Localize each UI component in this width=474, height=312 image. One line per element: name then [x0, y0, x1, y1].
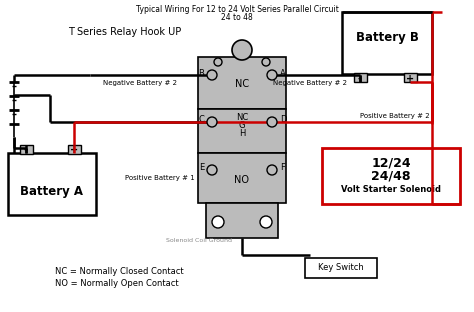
Circle shape: [207, 117, 217, 127]
Text: NC: NC: [236, 114, 248, 123]
Text: Negative Battery # 2: Negative Battery # 2: [273, 80, 347, 86]
Circle shape: [214, 58, 222, 66]
Circle shape: [207, 70, 217, 80]
Bar: [305, 258, 377, 278]
Text: NO = Normally Open Contact: NO = Normally Open Contact: [55, 279, 179, 287]
Bar: [206, 203, 278, 238]
Text: Negative Battery # 2: Negative Battery # 2: [103, 80, 177, 86]
Circle shape: [267, 117, 277, 127]
Bar: [198, 153, 286, 203]
Text: T Series Relay Hook UP: T Series Relay Hook UP: [68, 27, 181, 37]
Circle shape: [267, 165, 277, 175]
Circle shape: [207, 165, 217, 175]
Text: NC: NC: [235, 79, 249, 89]
Text: Typical Wiring For 12 to 24 Volt Series Parallel Circuit: Typical Wiring For 12 to 24 Volt Series …: [136, 4, 338, 13]
Circle shape: [267, 70, 277, 80]
Text: Positive Battery # 2: Positive Battery # 2: [360, 113, 429, 119]
Bar: [8, 153, 96, 215]
Circle shape: [260, 216, 272, 228]
Text: Positive Battery # 1: Positive Battery # 1: [125, 175, 195, 181]
Text: 24/48: 24/48: [371, 169, 411, 183]
Bar: [322, 148, 460, 204]
Text: A: A: [280, 69, 286, 77]
Text: C: C: [198, 115, 204, 124]
Circle shape: [232, 40, 252, 60]
Bar: [354, 73, 367, 82]
Text: F: F: [280, 163, 285, 173]
Text: B: B: [198, 69, 204, 77]
Text: +: +: [406, 74, 414, 84]
Text: E: E: [199, 163, 204, 173]
Text: H: H: [239, 129, 245, 139]
Text: D: D: [280, 115, 286, 124]
Bar: [342, 12, 432, 74]
Text: 12/24: 12/24: [371, 157, 411, 169]
Bar: [198, 57, 286, 109]
Bar: [20, 145, 33, 154]
Text: 24 to 48: 24 to 48: [221, 12, 253, 22]
Text: Key Switch: Key Switch: [318, 264, 364, 272]
Bar: [198, 109, 286, 153]
Text: Battery B: Battery B: [356, 32, 419, 45]
Text: NC = Normally Closed Contact: NC = Normally Closed Contact: [55, 267, 183, 276]
Text: Solenoid Coil Ground: Solenoid Coil Ground: [166, 237, 232, 242]
Text: Battery A: Battery A: [20, 186, 83, 198]
Text: -: -: [24, 145, 28, 155]
Text: +: +: [70, 145, 78, 155]
Bar: [68, 145, 81, 154]
Circle shape: [212, 216, 224, 228]
Text: NO: NO: [235, 175, 249, 185]
Text: G: G: [239, 121, 245, 130]
Text: -: -: [358, 74, 362, 84]
Text: Volt Starter Solenoid: Volt Starter Solenoid: [341, 186, 441, 194]
Circle shape: [262, 58, 270, 66]
Bar: [404, 73, 417, 82]
